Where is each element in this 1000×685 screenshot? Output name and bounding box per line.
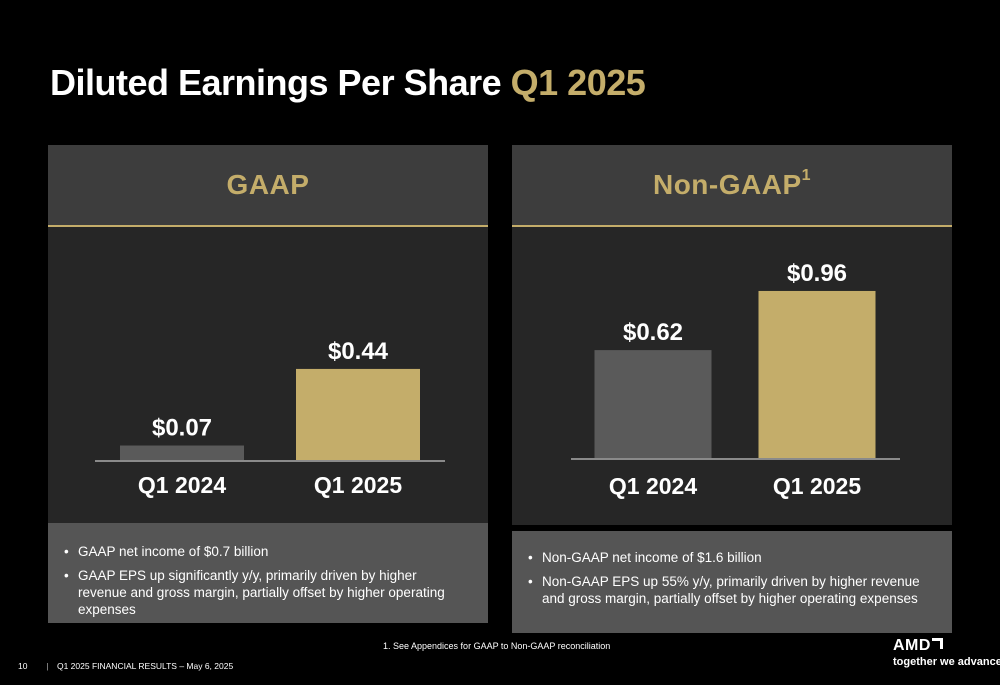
non-gaap-panel-header: Non-GAAP1 — [512, 145, 952, 227]
non-gaap-footnote-marker: 1 — [801, 166, 812, 184]
bar-q1-2025 — [758, 290, 876, 458]
data-label: $0.96 — [787, 260, 847, 287]
x-tick-label: Q1 2025 — [314, 472, 402, 498]
amd-arrow-icon — [931, 638, 943, 649]
non-gaap-notes: Non-GAAP net income of $1.6 billion Non-… — [512, 531, 952, 633]
brand-tagline: together we advance_ — [893, 656, 1000, 668]
non-gaap-panel: Non-GAAP1 $0.62 Q1 2024 $0.96 Q1 2025 Non-G… — [512, 145, 952, 633]
bar-q1-2024 — [594, 350, 712, 458]
gaap-chart: $0.07 Q1 2024 $0.44 Q1 2025 — [48, 227, 488, 523]
data-label: $0.07 — [152, 415, 212, 442]
x-tick-label: Q1 2025 — [773, 473, 861, 499]
footer-text: Q1 2025 FINANCIAL RESULTS – May 6, 2025 — [56, 661, 234, 671]
x-tick-label: Q1 2024 — [609, 473, 697, 499]
footer: 10 | Q1 2025 FINANCIAL RESULTS – May 6, … — [18, 661, 233, 671]
non-gaap-heading: Non-GAAP1 — [652, 166, 812, 200]
x-tick-label: Q1 2024 — [138, 472, 226, 498]
title-main: Diluted Earnings Per Share — [50, 62, 502, 103]
gaap-notes: GAAP net income of $0.7 billion GAAP EPS… — [48, 523, 488, 623]
amd-logo: AMD — [893, 637, 1000, 655]
footnote: 1. See Appendices for GAAP to Non-GAAP r… — [383, 641, 611, 651]
non-gaap-note-1: Non-GAAP net income of $1.6 billion — [526, 549, 932, 566]
brand: AMD together we advance_ — [893, 637, 1000, 668]
non-gaap-note-2: Non-GAAP EPS up 55% y/y, primarily drive… — [526, 573, 932, 607]
title-accent: Q1 2025 — [510, 62, 646, 103]
non-gaap-chart: $0.62 Q1 2024 $0.96 Q1 2025 — [512, 227, 952, 525]
footer-separator: | — [46, 661, 49, 671]
gaap-eps-chart: $0.07 Q1 2024 $0.44 Q1 2025 — [95, 338, 445, 498]
page-number: 10 — [18, 661, 28, 671]
gaap-note-2: GAAP EPS up significantly y/y, primarily… — [62, 567, 468, 618]
non-gaap-eps-chart: $0.62 Q1 2024 $0.96 Q1 2025 — [571, 260, 900, 499]
gaap-heading: GAAP — [226, 169, 310, 200]
bar-q1-2024 — [120, 445, 244, 460]
gaap-note-1: GAAP net income of $0.7 billion — [62, 543, 468, 560]
gaap-panel: GAAP $0.07 Q1 2024 $0.44 Q1 2025 GAAP net i… — [48, 145, 488, 623]
data-label: $0.44 — [328, 338, 389, 365]
gaap-panel-header: GAAP — [48, 145, 488, 227]
bar-q1-2025 — [296, 368, 420, 460]
page-title: Diluted Earnings Per Share Q1 2025 — [50, 62, 646, 104]
data-label: $0.62 — [623, 319, 683, 346]
